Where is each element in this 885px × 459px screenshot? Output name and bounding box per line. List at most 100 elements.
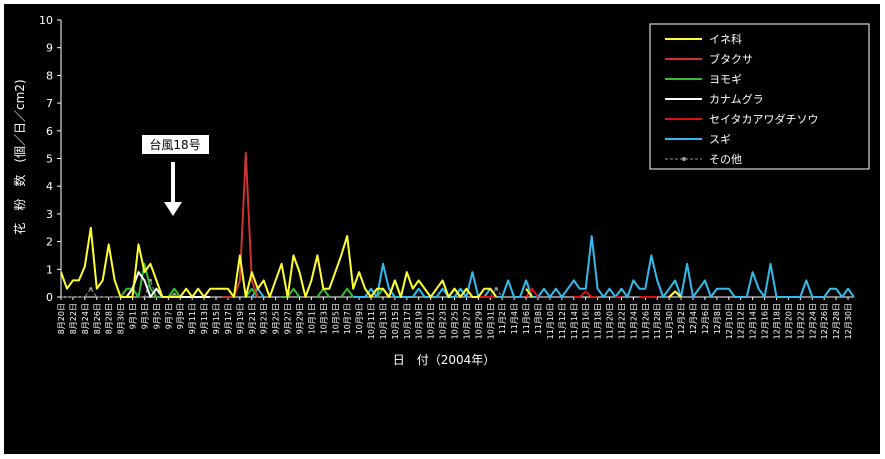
x-tick-label: 12月14日 <box>749 303 758 339</box>
y-axis-label: 花 粉 数 (個／日／cm2) <box>12 79 27 234</box>
x-tick-label: 10月25日 <box>451 303 460 339</box>
x-tick-label: 11月16日 <box>582 303 591 339</box>
legend-label: イネ科 <box>709 32 742 46</box>
x-tick-label: 11月12日 <box>558 303 567 339</box>
x-tick-label: 11月24日 <box>629 303 638 339</box>
x-tick-label: 11月30日 <box>665 303 674 339</box>
x-tick-label: 9月9日 <box>176 303 185 329</box>
x-tick-label: 11月2日 <box>498 303 507 334</box>
series-line <box>316 287 331 298</box>
legend-box <box>649 23 870 170</box>
x-tick-label: 9月7日 <box>164 303 173 329</box>
data-point <box>494 287 498 291</box>
x-tick-label: 8月24日 <box>81 303 90 334</box>
series-line <box>573 290 598 298</box>
legend-label: スギ <box>709 133 731 146</box>
x-tick-label: 11月10日 <box>546 303 555 339</box>
series-イネ科 <box>60 226 682 298</box>
x-tick-label: 9月27日 <box>284 303 293 334</box>
x-tick-label: 11月18日 <box>594 303 603 339</box>
x-tick-label: 10月15日 <box>391 303 400 339</box>
annotation-arrow-head <box>164 202 182 216</box>
x-tick-label: 11月26日 <box>641 303 650 339</box>
legend-marker <box>682 157 686 161</box>
x-tick-label: 10月7日 <box>343 303 352 334</box>
x-tick-label: 9月13日 <box>200 303 209 334</box>
x-tick-label: 10月9日 <box>355 303 364 334</box>
legend-label: その他 <box>709 153 742 166</box>
x-tick-label: 12月10日 <box>725 303 734 339</box>
x-tick-label: 9月25日 <box>272 303 281 334</box>
y-tick-label: 7 <box>46 97 53 110</box>
x-axis-label: 日 付（2004年） <box>393 353 496 367</box>
series-ブタクサ <box>222 152 259 298</box>
y-tick-label: 9 <box>46 42 53 55</box>
x-tick-label: 10月13日 <box>379 303 388 339</box>
x-tick-label: 9月19日 <box>236 303 245 334</box>
y-axis: 0 1 2 3 4 5 6 7 8 9 10 <box>39 14 62 304</box>
x-tick-label: 8月26日 <box>93 303 102 334</box>
typhoon-annotation: 台風18号 <box>142 135 209 216</box>
series-line <box>353 235 855 298</box>
x-tick-label: 12月24日 <box>808 303 817 339</box>
x-tick-label: 10月11日 <box>367 303 376 339</box>
data-point <box>172 292 176 296</box>
x-tick-label: 8月22日 <box>69 303 78 334</box>
x-tick-label: 12月2日 <box>677 303 686 334</box>
x-tick-label: 12月18日 <box>772 303 781 339</box>
annotation-box <box>142 135 209 154</box>
legend-label: カナムグラ <box>709 92 764 106</box>
series-line <box>525 287 539 298</box>
x-tick-label: 10月21日 <box>427 303 436 339</box>
series-line <box>340 287 355 298</box>
x-tick-label: 10月27日 <box>462 303 471 339</box>
x-tick-label: 9月21日 <box>248 303 257 334</box>
x-axis: 8月20日 8月22日 8月24日 8月26日 8月28日 8月30日 9月1日 9月3日 9月… <box>57 296 854 339</box>
series-line <box>281 287 301 298</box>
x-tick-label: 11月20日 <box>606 303 615 339</box>
y-tick-label: 0 <box>46 291 53 304</box>
x-tick-label: 12月30日 <box>844 303 853 339</box>
x-tick-label: 9月11日 <box>188 303 197 334</box>
x-tick-label: 11月4日 <box>510 303 519 334</box>
x-tick-label: 11月22日 <box>617 303 626 339</box>
x-tick-label: 12月20日 <box>784 303 793 339</box>
x-tick-label: 12月26日 <box>820 303 829 339</box>
x-tick-label: 10月19日 <box>415 303 424 339</box>
x-tick-label: 11月6日 <box>522 303 531 334</box>
x-tick-label: 10月23日 <box>439 303 448 339</box>
y-tick-label: 5 <box>46 153 53 166</box>
annotation-text: 台風18号 <box>149 137 200 152</box>
x-tick-label: 12月28日 <box>832 303 841 339</box>
x-tick-label: 11月14日 <box>570 303 579 339</box>
series-スギ <box>250 235 855 298</box>
x-tick-label: 11月8日 <box>534 303 543 334</box>
x-tick-label: 9月17日 <box>224 303 233 334</box>
series-line <box>60 226 498 298</box>
x-tick-label: 12月4日 <box>689 303 698 334</box>
x-tick-label: 12月16日 <box>761 303 770 339</box>
y-tick-label: 10 <box>39 14 53 27</box>
x-tick-label: 12月6日 <box>701 303 710 334</box>
x-tick-label: 9月1日 <box>129 303 138 329</box>
x-tick-label: 9月3日 <box>140 303 149 329</box>
y-tick-label: 3 <box>46 208 53 221</box>
x-tick-label: 9月5日 <box>152 303 161 329</box>
y-tick-label: 4 <box>46 180 53 193</box>
series-lines <box>60 152 855 298</box>
x-tick-label: 10月5日 <box>331 303 340 334</box>
x-tick-label: 10月3日 <box>319 303 328 334</box>
x-tick-label: 9月23日 <box>260 303 269 334</box>
x-tick-label: 9月15日 <box>212 303 221 334</box>
legend-label: セイタカアワダチソウ <box>709 112 819 126</box>
x-tick-label: 8月28日 <box>105 303 114 334</box>
x-tick-label: 10月1日 <box>307 303 316 334</box>
series-line <box>222 152 259 298</box>
series-line <box>525 288 533 298</box>
x-tick-label: 8月30日 <box>117 303 126 334</box>
x-tick-label: 10月31日 <box>486 303 495 339</box>
chart-area: 0 1 2 3 4 5 6 7 8 9 10 8月20日 8月22日 8月24日 8月26日 8月28日 8月… <box>4 4 880 454</box>
series-line <box>668 290 682 298</box>
